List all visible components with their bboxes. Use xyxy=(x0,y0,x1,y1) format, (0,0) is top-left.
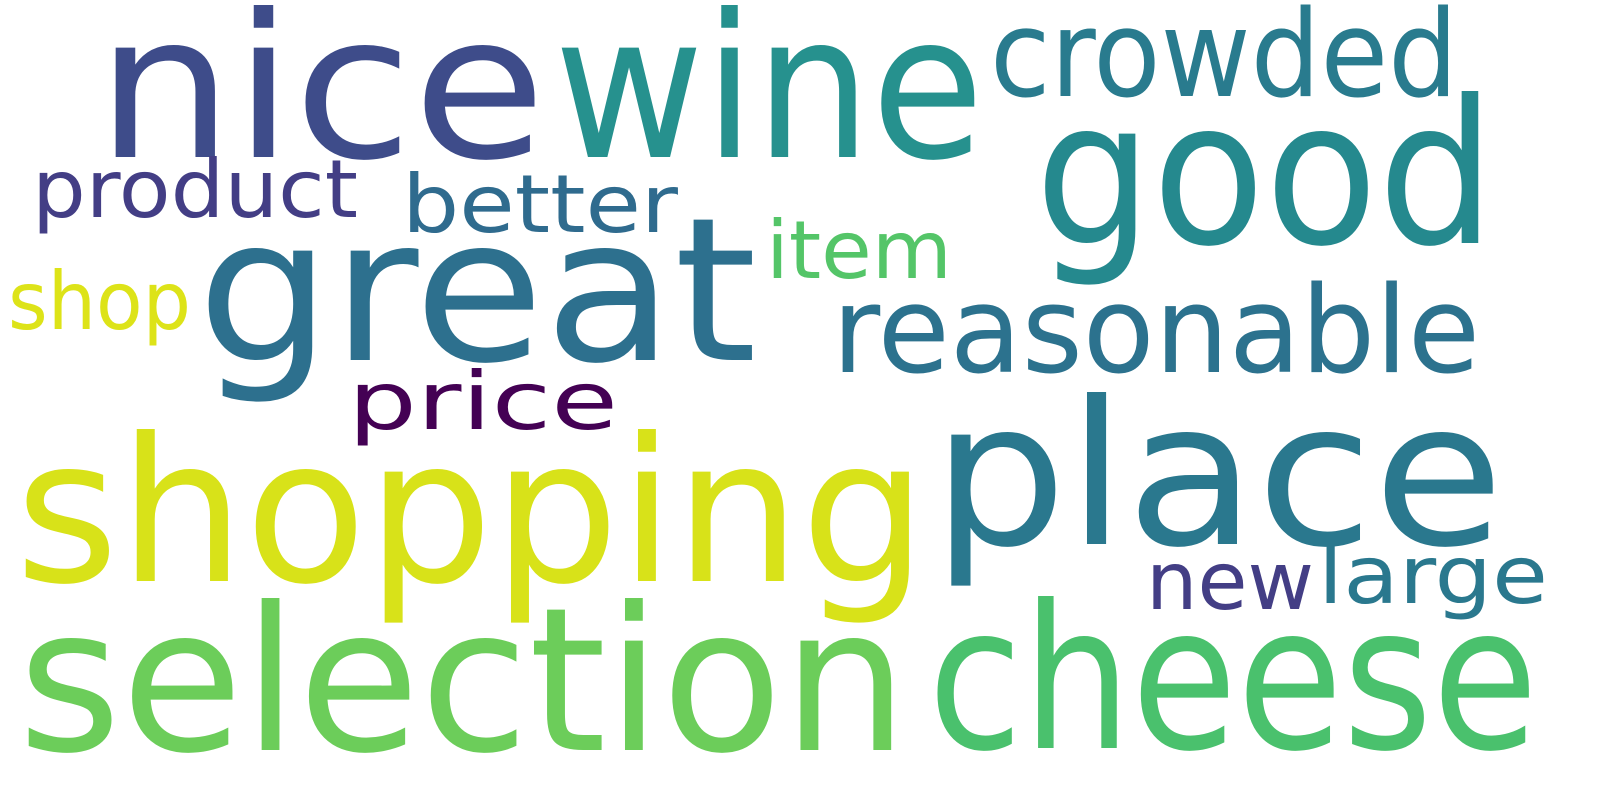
word-selection: selection xyxy=(18,565,908,798)
word-new: new xyxy=(1146,535,1314,628)
word-price: price xyxy=(348,355,618,448)
word-wine: wine xyxy=(554,0,984,205)
word-shopping: shopping xyxy=(15,396,927,629)
word-large: large xyxy=(1318,529,1548,622)
word-item: item xyxy=(766,204,952,297)
word-reasonable: reasonable xyxy=(832,262,1480,401)
word-good: good xyxy=(1035,58,1495,291)
word-product: product xyxy=(32,143,358,236)
word-place: place xyxy=(932,359,1504,592)
word-cheese: cheese xyxy=(928,563,1538,796)
word-shop: shop xyxy=(8,255,191,348)
word-nice: nice xyxy=(96,0,546,205)
word-great: great xyxy=(197,175,757,408)
word-better: better xyxy=(402,158,678,251)
word-crowded: crowded xyxy=(990,0,1458,125)
